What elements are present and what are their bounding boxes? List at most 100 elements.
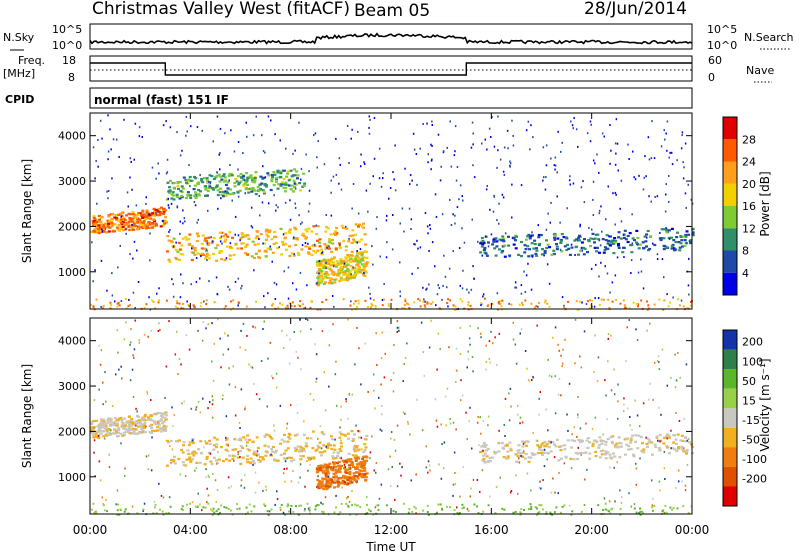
heatmap-cell — [241, 456, 245, 459]
heatmap-cell — [478, 444, 480, 447]
heatmap-cell — [500, 442, 504, 445]
heatmap-cell — [164, 411, 168, 414]
heatmap-cell — [104, 433, 108, 436]
heatmap-cell — [338, 267, 342, 270]
heatmap-cell — [200, 247, 204, 250]
heatmap-cell — [276, 247, 280, 250]
heatmap-cell — [668, 452, 672, 455]
heatmap-cell — [320, 275, 324, 278]
heatmap-cell — [393, 178, 395, 181]
heatmap-cell — [679, 235, 683, 238]
heatmap-cell — [376, 364, 378, 366]
heatmap-cell — [337, 467, 341, 470]
heatmap-cell — [568, 382, 571, 385]
heatmap-cell — [147, 468, 150, 471]
heatmap-cell — [123, 219, 127, 222]
heatmap-cell — [289, 188, 293, 191]
heatmap-cell — [315, 471, 319, 474]
heatmap-cell — [310, 456, 314, 459]
heatmap-cell — [91, 430, 95, 434]
heatmap-cell — [392, 171, 394, 174]
heatmap-cell — [396, 424, 399, 427]
heatmap-cell — [116, 489, 119, 492]
heatmap-cell — [647, 307, 650, 310]
heatmap-cell — [679, 439, 683, 442]
colorbar-segment — [723, 250, 737, 273]
heatmap-cell — [438, 287, 441, 289]
heatmap-cell — [187, 304, 190, 306]
heatmap-cell — [590, 267, 593, 270]
heatmap-cell — [211, 322, 213, 324]
heatmap-cell — [498, 442, 500, 445]
heatmap-cell — [545, 164, 548, 167]
heatmap-cell — [415, 473, 417, 476]
heatmap-cell — [530, 452, 534, 455]
heatmap-cell — [355, 480, 358, 483]
heatmap-cell — [493, 195, 496, 198]
heatmap-cell — [328, 344, 331, 347]
heatmap-cell — [99, 479, 102, 482]
heatmap-cell — [512, 237, 516, 240]
heatmap-cell — [242, 322, 245, 325]
heatmap-cell — [523, 251, 527, 254]
heatmap-cell — [200, 179, 204, 182]
heatmap-cell — [321, 251, 324, 254]
heatmap-cell — [108, 466, 111, 469]
heatmap-cell — [681, 131, 684, 134]
heatmap-cell — [286, 440, 290, 443]
heatmap-cell — [318, 469, 322, 472]
heatmap-cell — [324, 409, 327, 412]
heatmap-cell — [342, 273, 346, 276]
heatmap-cell — [441, 213, 444, 216]
heatmap-cell — [638, 512, 640, 514]
heatmap-cell — [503, 444, 507, 447]
heatmap-cell — [586, 251, 589, 254]
heatmap-cell — [302, 172, 306, 175]
heatmap-cell — [423, 298, 425, 301]
heatmap-cell — [517, 253, 521, 256]
heatmap-cell — [304, 228, 308, 231]
heatmap-cell — [402, 380, 404, 383]
heatmap-cell — [197, 492, 199, 495]
heatmap-cell — [578, 300, 581, 303]
heatmap-cell — [224, 194, 228, 197]
heatmap-cell — [667, 229, 671, 232]
heatmap-cell — [365, 261, 369, 264]
heatmap-cell — [335, 506, 337, 509]
heatmap-cell — [599, 450, 603, 453]
heatmap-cell — [606, 242, 610, 245]
heatmap-cell — [610, 440, 614, 443]
heatmap-cell — [368, 126, 370, 129]
heatmap-cell — [663, 450, 666, 453]
heatmap-cell — [315, 282, 318, 285]
heatmap-cell — [323, 371, 325, 374]
heatmap-cell — [563, 306, 566, 309]
heatmap-cell — [363, 473, 367, 476]
heatmap-cell — [334, 457, 338, 460]
heatmap-cell — [414, 507, 417, 510]
heatmap-cell — [322, 444, 326, 447]
heatmap-cell — [690, 198, 693, 201]
heatmap-cell — [545, 176, 547, 179]
heatmap-cell — [325, 261, 327, 264]
heatmap-cell — [597, 356, 600, 359]
heatmap-cell — [117, 503, 119, 506]
heatmap-cell — [527, 456, 531, 459]
heatmap-cell — [539, 234, 543, 237]
heatmap-cell — [129, 219, 133, 222]
heatmap-cell — [551, 441, 555, 444]
heatmap-cell — [355, 513, 358, 516]
heatmap-cell — [273, 424, 275, 427]
heatmap-cell — [194, 452, 198, 455]
heatmap-cell — [586, 446, 590, 449]
heatmap-cell — [287, 184, 291, 187]
heatmap-cell — [426, 511, 429, 513]
heatmap-cell — [495, 451, 498, 454]
heatmap-cell — [266, 405, 268, 408]
heatmap-cell — [620, 501, 623, 504]
heatmap-cell — [356, 504, 358, 507]
heatmap-cell — [408, 508, 411, 511]
heatmap-cell — [401, 307, 404, 309]
heatmap-cell — [347, 417, 349, 420]
heatmap-cell — [625, 360, 627, 363]
